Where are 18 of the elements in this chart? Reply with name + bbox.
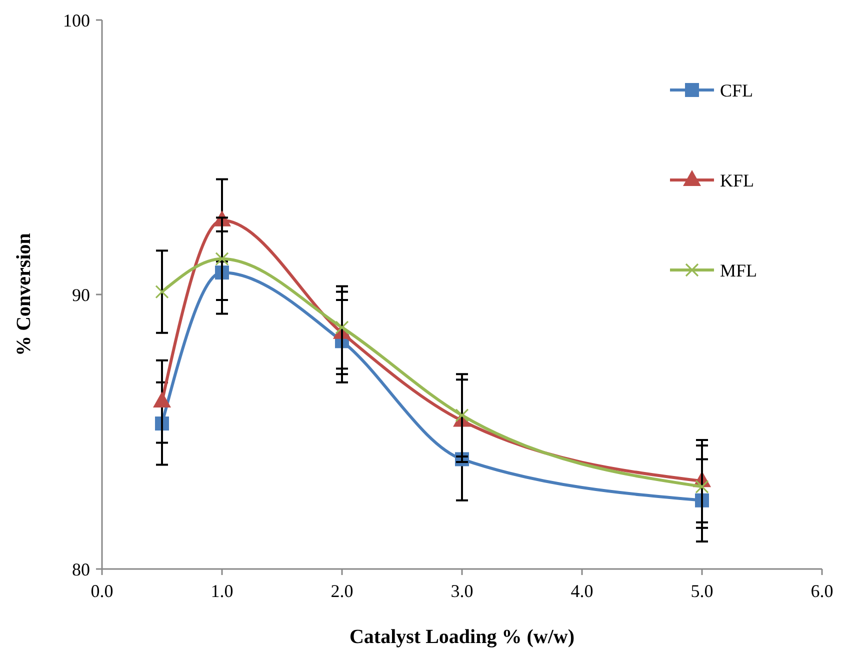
- x-tick-label: 4.0: [570, 581, 594, 601]
- legend-label: MFL: [720, 260, 758, 280]
- x-axis-title: Catalyst Loading % (w/w): [349, 626, 575, 648]
- y-tick-label: 100: [63, 10, 90, 30]
- x-tick-label: 5.0: [690, 581, 714, 601]
- x-tick-label: 6.0: [810, 581, 834, 601]
- point: [455, 408, 469, 422]
- legend-label: KFL: [720, 170, 754, 190]
- y-tick-label: 80: [72, 559, 90, 580]
- y-axis-title: % Conversion: [13, 233, 35, 356]
- x-tick-label: 2.0: [330, 581, 354, 601]
- x-tick-label: 3.0: [450, 581, 474, 601]
- x-tick-label: 1.0: [210, 581, 234, 601]
- point: [215, 252, 229, 266]
- point: [155, 284, 169, 299]
- x-tick-label: 0.0: [90, 581, 114, 601]
- legend-label: CFL: [720, 80, 754, 100]
- y-tick-label: 90: [72, 284, 90, 305]
